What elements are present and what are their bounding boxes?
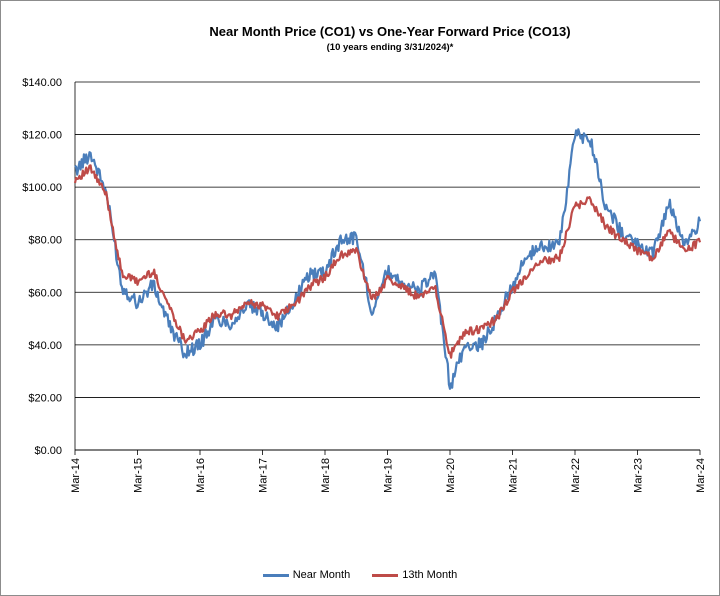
x-tick-label: Mar-19: [383, 458, 395, 493]
x-tick-label: Mar-22: [570, 458, 582, 493]
y-axis-ticks: $0.00 $20.00 $40.00 $60.00 $80.00 $100.00 $120…: [22, 77, 62, 457]
y-tick-label: $20.00: [28, 392, 62, 404]
legend-swatch-near-month: [262, 573, 289, 577]
x-tick-label: Mar-16: [195, 458, 207, 493]
chart-subtitle: (10 years ending 3/31/2024)*: [326, 42, 454, 53]
legend-label-near-month: Near Month: [292, 569, 351, 581]
y-tick-label: $60.00: [28, 287, 62, 299]
x-tick-label: Mar-20: [445, 458, 457, 493]
legend-swatch-13th-month: [372, 573, 399, 577]
series-line-near-month: [74, 128, 702, 390]
series-lines: [73, 128, 702, 390]
y-tick-label: $0.00: [34, 445, 62, 457]
legend-item-13th-month: 13th Month: [372, 569, 457, 581]
y-tick-label: $140.00: [22, 77, 62, 89]
y-tick-label: $80.00: [28, 235, 62, 247]
legend-label-13th-month: 13th Month: [402, 569, 458, 581]
grid-lines: [74, 81, 700, 451]
legend-item-near-month: Near Month: [262, 569, 351, 581]
legend: Near Month 13th Month: [0, 569, 720, 581]
chart-title: Near Month Price (CO1) vs One-Year Forwa…: [209, 24, 571, 39]
y-tick-label: $100.00: [22, 182, 62, 194]
x-tick-label: Mar-24: [695, 458, 707, 493]
series-line-13th-month: [73, 164, 702, 359]
x-tick-label: Mar-21: [508, 458, 520, 493]
x-tick-label: Mar-23: [633, 458, 645, 493]
x-tick-label: Mar-17: [258, 458, 270, 493]
y-tick-label: $40.00: [28, 340, 62, 352]
x-tick-label: Mar-14: [70, 458, 82, 493]
x-tick-label: Mar-18: [320, 458, 332, 493]
x-axis-ticks: Mar-14 Mar-15 Mar-16 Mar-17 Mar-18 Mar-19 Mar-…: [70, 450, 707, 493]
x-tick-label: Mar-15: [133, 458, 145, 493]
y-tick-label: $120.00: [22, 130, 62, 142]
